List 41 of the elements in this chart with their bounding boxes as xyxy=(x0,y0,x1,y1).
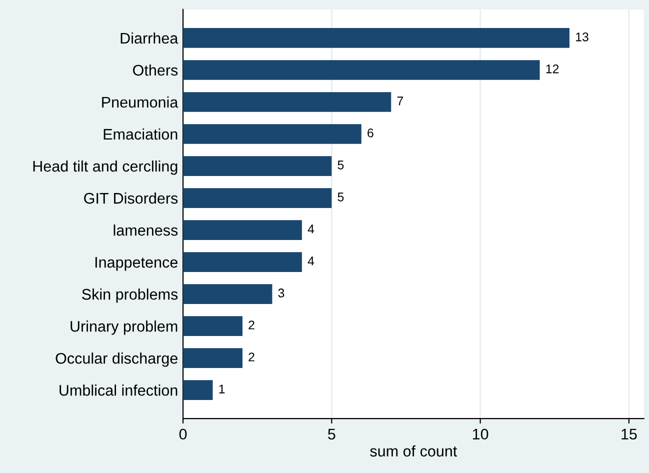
x-tick-label: 5 xyxy=(328,428,336,440)
bar xyxy=(183,188,332,208)
y-tick-label: Emaciation xyxy=(104,128,178,140)
bar xyxy=(183,124,362,144)
bar xyxy=(183,284,272,304)
y-tick-label: Urinary problem xyxy=(70,320,178,335)
data-label: 2 xyxy=(248,320,254,330)
y-tick-label: Umblical infection xyxy=(60,384,178,396)
y-tick-label: lameness xyxy=(114,224,178,236)
data-label: 4 xyxy=(308,224,314,234)
data-label: 5 xyxy=(338,160,344,170)
bar xyxy=(183,252,302,272)
data-label: 7 xyxy=(397,96,403,106)
x-axis-title: sum of count xyxy=(370,445,458,457)
bar xyxy=(183,348,242,368)
data-label: 2 xyxy=(248,352,254,362)
y-tick-label: Diarrhea xyxy=(120,32,178,44)
y-tick-label: Occular discharge xyxy=(56,352,178,367)
y-tick-label: Pneumonia xyxy=(102,96,178,108)
data-label: 6 xyxy=(368,128,374,138)
bar xyxy=(183,316,242,336)
bar xyxy=(183,60,540,80)
data-label: 12 xyxy=(546,64,559,74)
y-tick-label: Head tilt and cerclling xyxy=(33,160,178,175)
x-tick-label: 15 xyxy=(622,428,637,440)
data-label: 4 xyxy=(308,256,314,266)
y-tick-label: GIT Disorders xyxy=(84,192,178,204)
bar xyxy=(183,156,332,176)
y-tick-label: Skin problems xyxy=(82,288,178,303)
data-label: 3 xyxy=(278,288,284,298)
y-tick-label: Inappetence xyxy=(95,257,178,271)
data-label: 13 xyxy=(576,32,588,42)
bar xyxy=(183,28,570,48)
bar xyxy=(183,220,302,240)
bar xyxy=(183,92,392,112)
y-tick-label: Others xyxy=(133,64,178,76)
bar xyxy=(183,380,213,400)
data-label: 1 xyxy=(219,384,225,394)
x-tick-label: 0 xyxy=(179,428,187,440)
x-tick-label: 10 xyxy=(472,428,488,440)
data-label: 5 xyxy=(338,192,344,202)
